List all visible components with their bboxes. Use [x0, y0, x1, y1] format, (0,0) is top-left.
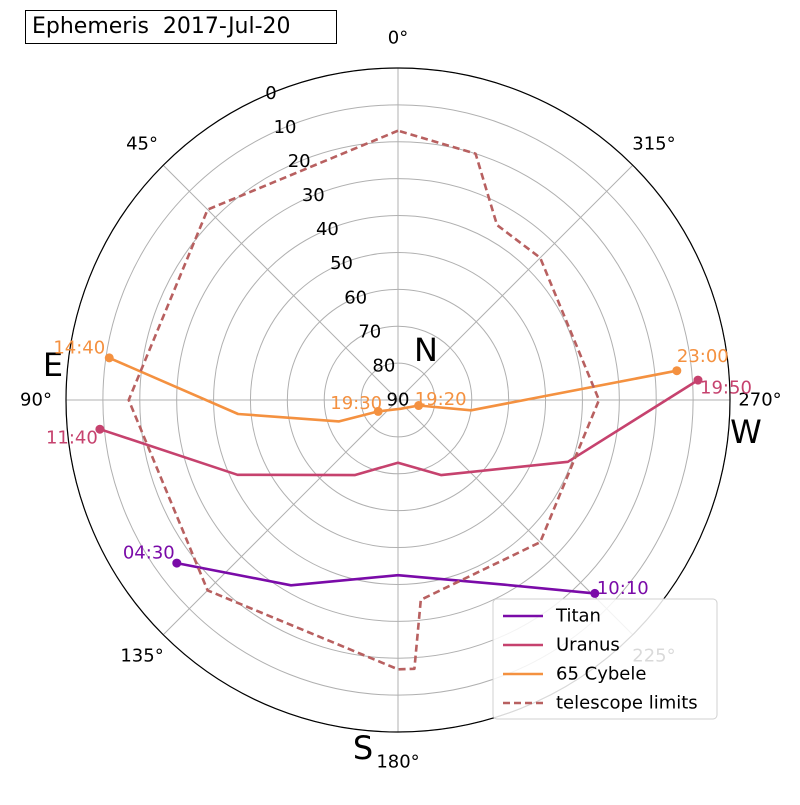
time-label: 19:50: [700, 378, 752, 399]
plot-boundary: [65, 67, 731, 733]
time-label: 23:00: [677, 346, 729, 367]
time-label: 11:40: [46, 428, 98, 449]
grid-spoke: [162, 164, 399, 401]
legend: Titan Uranus 65 Cybele telescope limits: [492, 598, 718, 720]
grid-spoke: [397, 164, 634, 401]
compass-label-w: W: [730, 413, 762, 451]
time-label: 04:30: [123, 543, 175, 564]
series-point: [693, 375, 703, 385]
angular-tick-label: 180°: [376, 752, 419, 773]
angular-tick-label: 45°: [126, 134, 158, 155]
compass-label-n: N: [414, 331, 438, 369]
time-label: 14:40: [53, 337, 105, 358]
series-line-65-cybele: [108, 356, 678, 423]
angular-tick-label: 135°: [120, 645, 163, 666]
radial-tick-label: 40: [316, 219, 339, 240]
compass-label-s: S: [353, 729, 373, 767]
grid-layer: [65, 67, 731, 733]
legend-entry: Uranus: [556, 635, 620, 656]
time-label: 10:10: [597, 578, 649, 599]
radial-tick-label: 90: [387, 390, 410, 411]
series-point: [172, 558, 182, 568]
time-label: 19:30: [330, 393, 382, 414]
label-layer: 90807060504030201000°45°90°135°180°225°2…: [20, 28, 782, 773]
legend-entry: telescope limits: [556, 693, 698, 714]
radial-tick-label: 20: [288, 151, 311, 172]
series-point: [414, 401, 424, 411]
radial-tick-label: 0: [265, 83, 276, 104]
grid-spoke: [162, 399, 399, 636]
series-point: [590, 588, 600, 598]
legend-entry: Titan: [555, 606, 601, 627]
series-point: [95, 424, 105, 434]
legend-box: [492, 598, 718, 720]
series-layer: [95, 129, 703, 671]
series-point: [672, 366, 682, 376]
angular-tick-label: 270°: [738, 390, 781, 411]
angular-tick-label: 90°: [20, 390, 52, 411]
time-label: 19:20: [415, 389, 467, 410]
series-point: [104, 353, 114, 363]
radial-tick-label: 70: [358, 321, 381, 342]
series-point: [373, 406, 383, 416]
angular-tick-label: 315°: [632, 134, 675, 155]
legend-entry: 65 Cybele: [556, 664, 646, 685]
radial-tick-label: 80: [372, 355, 395, 376]
series-line-uranus: [99, 378, 699, 477]
radial-tick-label: 10: [274, 117, 297, 138]
compass-label-e: E: [43, 346, 63, 384]
radial-tick-label: 60: [344, 287, 367, 308]
chart-title: Ephemeris 2017-Jul-20: [25, 10, 337, 44]
radial-tick-label: 30: [302, 185, 325, 206]
radial-tick-label: 50: [330, 253, 353, 274]
angular-tick-label: 0°: [388, 28, 408, 49]
series-line-titan: [176, 561, 595, 595]
series-line-telescope-limits: [127, 129, 601, 671]
